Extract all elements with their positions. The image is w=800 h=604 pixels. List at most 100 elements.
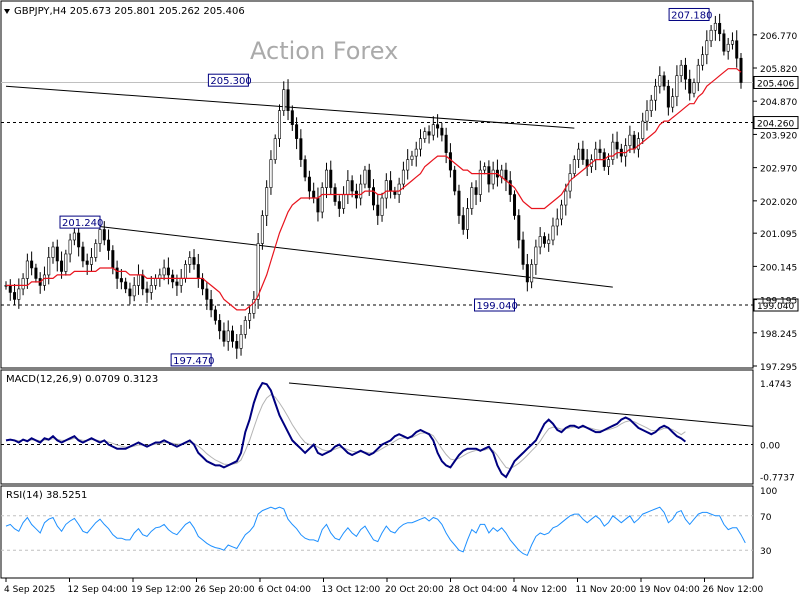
candle-body [530, 264, 534, 283]
candle-body [145, 288, 149, 293]
candle-body [128, 288, 132, 297]
candle-body [730, 40, 734, 45]
candle-body [222, 330, 226, 342]
watermark: Action Forex [250, 37, 398, 65]
candle-body [654, 85, 658, 101]
candle-body [739, 57, 743, 83]
candle-body [440, 127, 444, 136]
candle-body [192, 257, 196, 265]
candle-body [13, 292, 17, 300]
candle-body [607, 159, 611, 167]
candle-body [470, 187, 474, 209]
candle-body [286, 89, 290, 111]
candle-body [632, 134, 636, 150]
candle-body [718, 22, 722, 35]
candle-body [701, 54, 705, 66]
candle-body [312, 190, 316, 199]
candle-body [478, 169, 482, 195]
candle-body [273, 138, 277, 160]
annotation-label: 205.300 [210, 76, 251, 87]
candle-body [8, 285, 12, 293]
price-tag-box [753, 75, 799, 89]
candle-body [397, 183, 401, 195]
annotation-box [207, 73, 249, 87]
candle-body [726, 43, 730, 52]
candle-body [205, 288, 209, 300]
candle-body [504, 169, 508, 181]
candle-body [346, 180, 350, 195]
candle-body [406, 159, 410, 171]
rsi-pane [0, 485, 754, 579]
level-tag-box [753, 116, 799, 130]
x-tick-label: 26 Nov 12:00 [703, 585, 764, 595]
level-tag: 204.260 [757, 120, 794, 130]
chevron-down-icon[interactable] [4, 9, 10, 14]
candle-body [239, 334, 243, 349]
candle-body [17, 288, 21, 300]
candle-body [521, 239, 525, 265]
candle-body [60, 260, 64, 272]
candle-body [124, 281, 128, 290]
candle-body [299, 138, 303, 160]
candle-body [252, 299, 256, 314]
candle-body [474, 187, 478, 195]
y-tick-label: 200.145 [760, 263, 797, 273]
candle-body [77, 232, 81, 248]
candle-body [611, 141, 615, 160]
candle-body [683, 64, 687, 80]
candle-body [316, 197, 320, 213]
macd-trendline [288, 382, 754, 427]
candle-body [329, 169, 333, 188]
trendline [65, 222, 613, 288]
annotation-label: 207.180 [671, 10, 712, 21]
candle-body [525, 264, 529, 283]
y-tick-label: 205.820 [760, 65, 797, 75]
candle-body [102, 229, 106, 241]
candle-body [671, 96, 675, 108]
candle-body [628, 134, 632, 146]
candle-body [85, 260, 89, 265]
candle-body [218, 320, 222, 332]
x-tick-label: 4 Sep 2025 [4, 585, 55, 595]
candle-body [466, 208, 470, 230]
candle-body [692, 82, 696, 94]
candle-body [427, 131, 431, 136]
candle-body [662, 75, 666, 87]
candle-body [277, 110, 281, 139]
candle-body [696, 64, 700, 83]
macd-title: MACD(12,26,9) 0.0709 0.3123 [6, 374, 158, 385]
candle-body [115, 267, 119, 279]
candle-body [709, 29, 713, 42]
candle-body [645, 110, 649, 122]
candle-body [30, 260, 34, 269]
annotation-box [474, 298, 516, 312]
y-tick-label: 203.920 [760, 131, 797, 141]
candle-body [149, 285, 153, 293]
candle-body [679, 64, 683, 77]
rsi-y-tick-label: 100 [760, 487, 777, 497]
x-tick-label: 28 Oct 04:00 [449, 585, 508, 595]
x-tick-label: 11 Nov 20:00 [576, 585, 637, 595]
annotation-box [59, 215, 101, 229]
candle-body [162, 267, 166, 276]
candle-body [641, 120, 645, 139]
candle-body [636, 138, 640, 150]
candle-body [179, 278, 183, 286]
candle-body [265, 187, 269, 216]
candle-body [401, 169, 405, 185]
candle-body [303, 159, 307, 178]
candle-body [98, 229, 102, 244]
candle-body [324, 169, 328, 188]
x-tick-label: 12 Sep 04:00 [68, 585, 128, 595]
x-tick-label: 6 Oct 04:00 [258, 585, 311, 595]
candle-body [47, 257, 51, 276]
symbol-info: GBPJPY,H4 205.673 205.801 205.262 205.40… [14, 6, 245, 17]
x-tick-label: 4 Nov 12:00 [512, 585, 567, 595]
candle-body [594, 148, 598, 160]
candle-body [572, 159, 576, 174]
candle-body [705, 40, 709, 56]
candle-body [448, 152, 452, 171]
candle-body [376, 204, 380, 216]
